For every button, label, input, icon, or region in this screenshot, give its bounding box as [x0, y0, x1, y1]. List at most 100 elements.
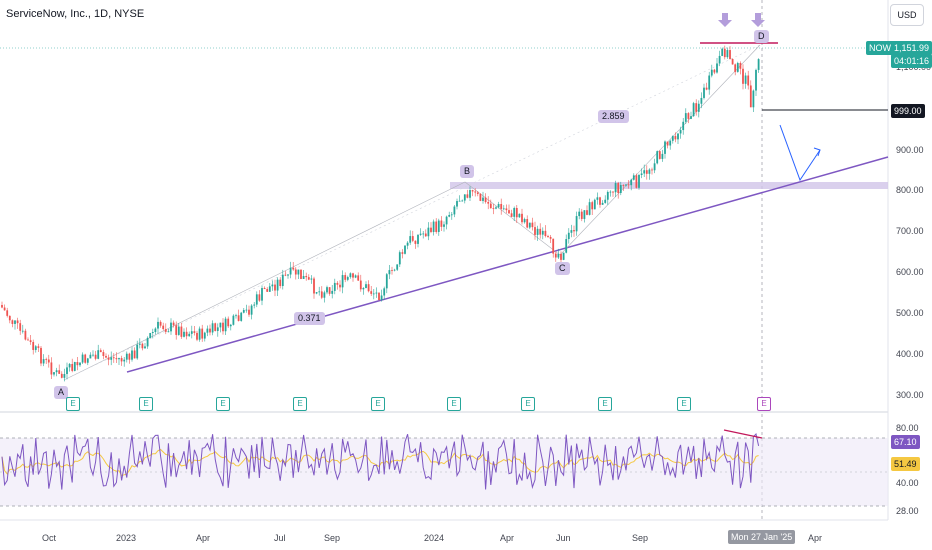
currency-button[interactable]: USD [890, 4, 924, 26]
candle-body [627, 184, 630, 186]
earnings-icon[interactable]: E [521, 397, 535, 411]
candle-body [651, 169, 653, 171]
candle-body [547, 236, 549, 237]
candle-body [755, 69, 757, 91]
candle-body [430, 227, 432, 232]
wave-marker-b: B [460, 165, 475, 178]
wave-marker-d: D [754, 30, 769, 43]
candle-body [617, 183, 620, 193]
rsi-divergence-line [723, 429, 763, 439]
candle-body [424, 233, 427, 237]
candle-body [456, 201, 458, 207]
candle-body [614, 183, 617, 193]
earnings-icon[interactable]: E [677, 397, 691, 411]
earnings-icon[interactable]: E [216, 397, 230, 411]
candle-body [419, 233, 422, 235]
earnings-icon[interactable]: E [757, 397, 771, 411]
candle-body [346, 277, 349, 280]
candle-body [752, 90, 755, 108]
candle-body [502, 208, 505, 210]
wave-marker-c: C [555, 262, 570, 275]
candle-body [606, 192, 609, 200]
candle-body [586, 210, 588, 215]
candle-body [710, 69, 713, 76]
candle-body [224, 318, 227, 332]
candle-body [185, 331, 188, 337]
candle-body [604, 199, 607, 203]
rsi-ma-line [1, 448, 759, 477]
candle-body [718, 55, 721, 64]
projection-path [779, 124, 821, 182]
candle-body [263, 288, 266, 290]
candle-body [60, 373, 63, 378]
candle-body [261, 288, 263, 301]
candle-body [196, 332, 198, 340]
candle-body [476, 192, 479, 194]
earnings-icon[interactable]: E [598, 397, 612, 411]
candle-body [255, 294, 258, 305]
candle-body [432, 221, 435, 232]
candle-body [383, 288, 386, 296]
candle-body [505, 208, 508, 211]
candle-body [526, 219, 529, 228]
candle-body [640, 173, 643, 175]
candle-body [622, 185, 625, 186]
candle-body [188, 333, 191, 337]
fib-path [63, 44, 761, 381]
candle-body [287, 274, 289, 276]
candle-body [541, 230, 544, 235]
time-axis-label: Apr [808, 533, 823, 543]
earnings-icon[interactable]: E [66, 397, 80, 411]
candle-body [729, 50, 731, 59]
candle-body [66, 367, 68, 375]
candle-body [739, 63, 742, 69]
earnings-icon[interactable]: E [371, 397, 385, 411]
candle-body [203, 332, 206, 339]
candle-body [177, 326, 180, 335]
candle-body [677, 133, 679, 140]
time-axis-label: Apr [500, 533, 515, 543]
candle-body [21, 330, 24, 332]
earnings-icon[interactable]: E [139, 397, 153, 411]
candle-body [102, 352, 105, 356]
candle-body [237, 315, 240, 321]
price-axis-label: 800.00 [896, 185, 924, 195]
candle-body [404, 245, 406, 254]
candle-body [336, 282, 339, 285]
candle-body [440, 220, 443, 227]
candle-body [29, 340, 32, 343]
price-axis-label: 500.00 [896, 308, 924, 318]
candle-body [68, 363, 71, 368]
candle-body [656, 151, 659, 164]
candle-body [495, 207, 497, 209]
earnings-icon[interactable]: E [293, 397, 307, 411]
candle-body [198, 328, 201, 340]
rsi-ma-value-tag: 51.49 [891, 457, 920, 471]
candle-body [482, 197, 484, 201]
candle-body [716, 63, 718, 73]
candle-body [266, 289, 269, 292]
candle-body [118, 358, 120, 360]
candle-body [339, 284, 341, 288]
candle-body [713, 69, 716, 73]
candle-body [105, 355, 107, 358]
candle-body [349, 273, 352, 278]
candle-body [625, 184, 627, 186]
candle-body [593, 199, 596, 210]
candle-body [63, 374, 66, 378]
candle-body [235, 315, 237, 317]
candle-body [271, 284, 274, 287]
candle-body [71, 363, 74, 371]
candle-body [580, 211, 583, 219]
candle-body [133, 350, 136, 359]
candle-body [534, 227, 536, 235]
candle-body [658, 151, 661, 159]
candle-body [289, 267, 292, 275]
candle-body [513, 207, 516, 217]
earnings-icon[interactable]: E [447, 397, 461, 411]
candle-body [92, 354, 94, 356]
price-axis-label: 600.00 [896, 267, 924, 277]
candle-body [635, 175, 638, 188]
candle-body [315, 292, 318, 294]
